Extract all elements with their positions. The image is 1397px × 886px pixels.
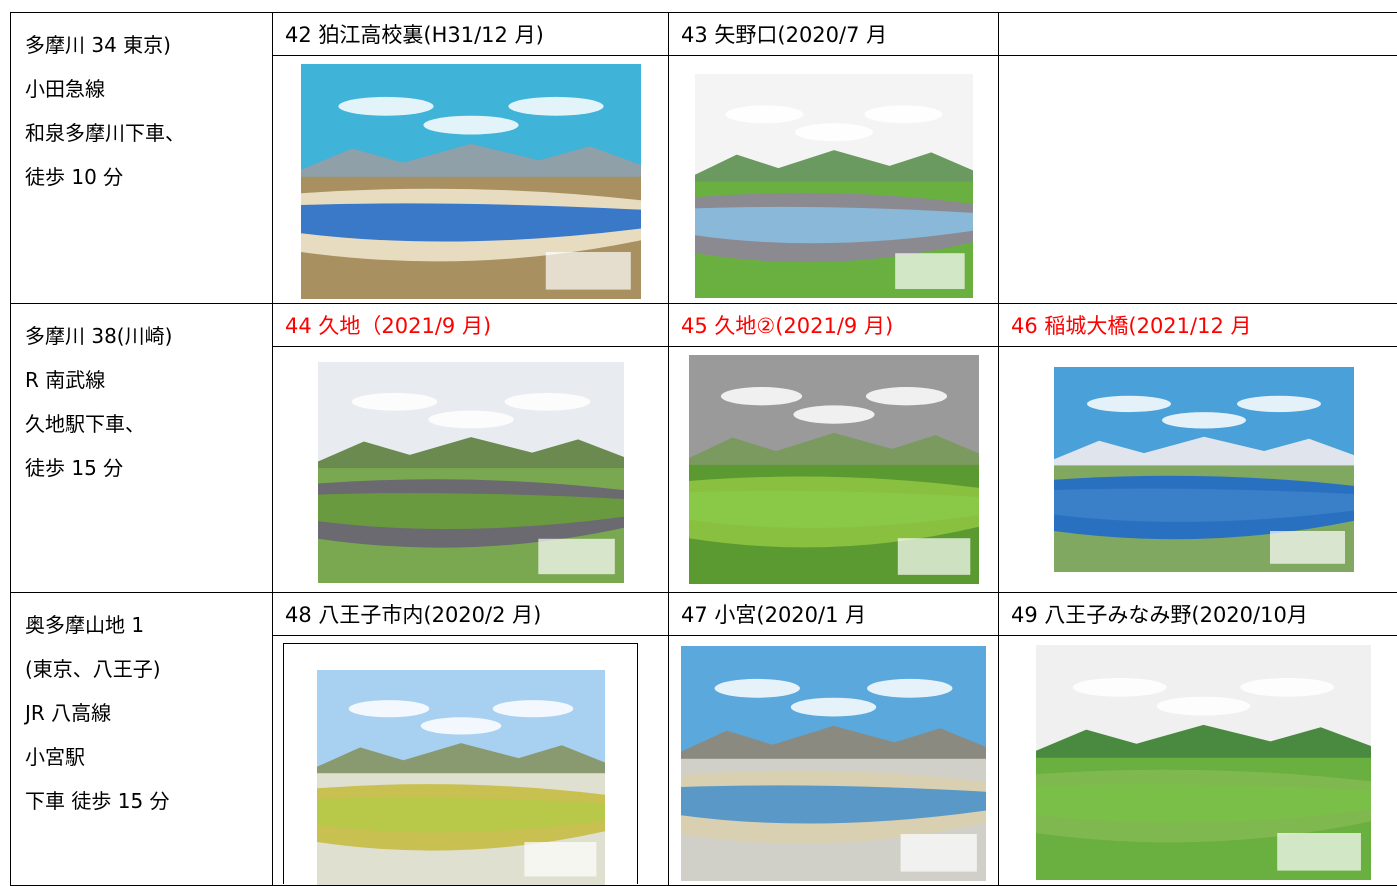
sketch-image xyxy=(681,646,986,881)
cloud xyxy=(715,679,800,698)
cloud xyxy=(420,717,501,734)
location-line: 徒歩 15 分 xyxy=(25,446,272,490)
caption-cell: 49 八王子みなみ野(2020/10月 xyxy=(999,593,1397,636)
sketch-image xyxy=(317,670,605,885)
mountains xyxy=(689,433,979,470)
image-frame xyxy=(283,643,638,884)
cloud xyxy=(1157,697,1251,716)
cloud xyxy=(864,105,942,123)
location-line: 徒歩 10 分 xyxy=(25,155,272,199)
location-line: 下車 徒歩 15 分 xyxy=(25,779,272,823)
cloud xyxy=(1073,678,1167,697)
image-cell xyxy=(273,636,669,886)
location-line: 和泉多摩川下車、 xyxy=(25,111,272,155)
mountains xyxy=(681,726,986,764)
location-line: (東京、八王子) xyxy=(25,647,272,691)
caption-cell: 48 八王子市内(2020/2 月) xyxy=(273,593,669,636)
mountains xyxy=(1054,437,1354,470)
mountains xyxy=(1036,725,1371,763)
sketch-image xyxy=(689,355,979,584)
cloud xyxy=(795,123,873,141)
note-box xyxy=(897,538,970,575)
cloud xyxy=(1237,396,1321,412)
caption-cell: 44 久地（2021/9 月) xyxy=(273,304,669,347)
location-cell: 奥多摩山地 1(東京、八王子)JR 八高線小宮駅下車 徒歩 15 分 xyxy=(11,593,273,886)
caption-cell: 46 稲城大橋(2021/12 月 xyxy=(999,304,1397,347)
location-line: 多摩川 38(川崎) xyxy=(25,314,272,358)
location-line: 小宮駅 xyxy=(25,735,272,779)
image-cell xyxy=(273,56,669,304)
note-box xyxy=(545,252,630,290)
mountains xyxy=(317,743,605,777)
location-cell: 多摩川 34 東京)小田急線和泉多摩川下車、徒歩 10 分 xyxy=(11,13,273,304)
note-box xyxy=(895,253,965,289)
cloud xyxy=(865,387,946,405)
caption-cell: 47 小宮(2020/1 月 xyxy=(669,593,999,636)
sketch-image xyxy=(301,64,641,299)
cloud xyxy=(504,393,590,411)
cloud xyxy=(348,700,429,717)
cloud xyxy=(725,105,803,123)
cloud xyxy=(1162,412,1246,428)
image-cell xyxy=(999,636,1397,886)
image-cell xyxy=(273,347,669,593)
cloud xyxy=(1240,678,1334,697)
note-box xyxy=(538,539,615,574)
location-line: JR 八高線 xyxy=(25,691,272,735)
cloud xyxy=(1087,396,1171,412)
caption-cell: 45 久地②(2021/9 月) xyxy=(669,304,999,347)
sketch-image xyxy=(1054,367,1354,572)
location-line: 久地駅下車、 xyxy=(25,402,272,446)
cloud xyxy=(492,700,573,717)
location-line: 多摩川 34 東京) xyxy=(25,23,272,67)
image-cell xyxy=(669,347,999,593)
mountains xyxy=(318,437,624,472)
sketch-image xyxy=(695,74,973,298)
note-box xyxy=(1270,531,1345,564)
sketch-image xyxy=(1036,645,1371,880)
cloud xyxy=(793,405,874,423)
location-line: R 南武線 xyxy=(25,358,272,402)
image-cell xyxy=(669,636,999,886)
location-cell: 多摩川 38(川崎)R 南武線久地駅下車、徒歩 15 分 xyxy=(11,304,273,593)
cloud xyxy=(508,97,603,116)
caption-cell: 42 狛江高校裏(H31/12 月) xyxy=(273,13,669,56)
note-box xyxy=(524,842,596,876)
image-cell xyxy=(999,56,1397,304)
location-line: 奥多摩山地 1 xyxy=(25,603,272,647)
mountains xyxy=(695,150,973,186)
caption-cell xyxy=(999,13,1397,56)
cloud xyxy=(867,679,952,698)
cloud xyxy=(428,411,514,429)
cloud xyxy=(791,698,876,717)
note-box xyxy=(901,834,977,872)
mountains xyxy=(301,144,641,182)
image-cell xyxy=(669,56,999,304)
caption-cell: 43 矢野口(2020/7 月 xyxy=(669,13,999,56)
sketch-image xyxy=(318,362,624,583)
cloud xyxy=(423,116,518,135)
cloud xyxy=(338,97,433,116)
note-box xyxy=(1277,833,1361,871)
cloud xyxy=(720,387,801,405)
cloud xyxy=(351,393,437,411)
location-line: 小田急線 xyxy=(25,67,272,111)
image-cell xyxy=(999,347,1397,593)
